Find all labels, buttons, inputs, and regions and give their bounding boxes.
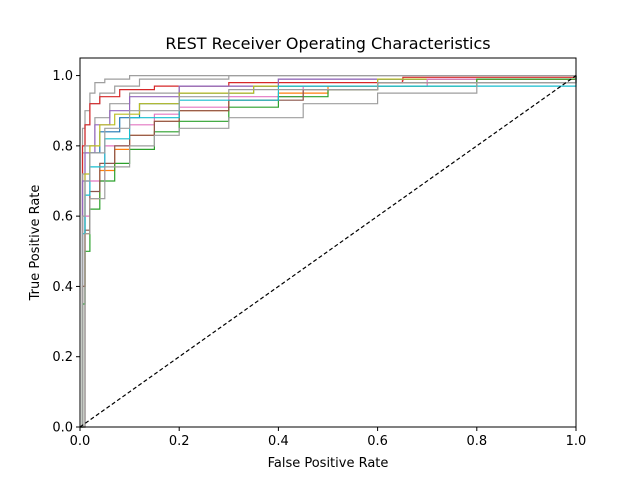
x-tick-label: 1.0 xyxy=(566,434,587,449)
roc-curve-1 xyxy=(80,75,576,428)
x-tick-label: 0.6 xyxy=(367,434,388,449)
y-axis-label: True Positive Rate xyxy=(28,185,43,302)
x-tick-label: 0.8 xyxy=(466,434,487,449)
y-tick-label: 0.8 xyxy=(52,139,73,154)
roc-curve-5 xyxy=(80,75,577,428)
y-tick-label: 0.0 xyxy=(52,421,73,436)
roc-curve-14 xyxy=(80,75,577,428)
x-tick-label: 0.4 xyxy=(268,434,289,449)
x-axis-label: False Positive Rate xyxy=(268,456,389,471)
series-layer xyxy=(79,75,577,428)
roc-curve-13 xyxy=(80,75,577,428)
chart-title: REST Receiver Operating Characteristics xyxy=(165,34,490,53)
y-tick-label: 0.4 xyxy=(52,280,73,295)
y-tick-label: 0.2 xyxy=(52,350,73,365)
x-tick-label: 0.2 xyxy=(169,434,190,449)
x-tick-label: 0.0 xyxy=(70,434,91,449)
roc-curve-3 xyxy=(80,75,577,428)
chance-diagonal-line xyxy=(79,75,577,428)
tick-layer: 0.0 0.2 0.4 0.6 0.8 1.0 0.0 0.2 0.4 0.6 0.8 1.0 xyxy=(52,69,586,449)
y-tick-label: 0.6 xyxy=(52,210,73,225)
y-tick-label: 1.0 xyxy=(52,69,73,84)
plot-frame xyxy=(79,57,577,428)
